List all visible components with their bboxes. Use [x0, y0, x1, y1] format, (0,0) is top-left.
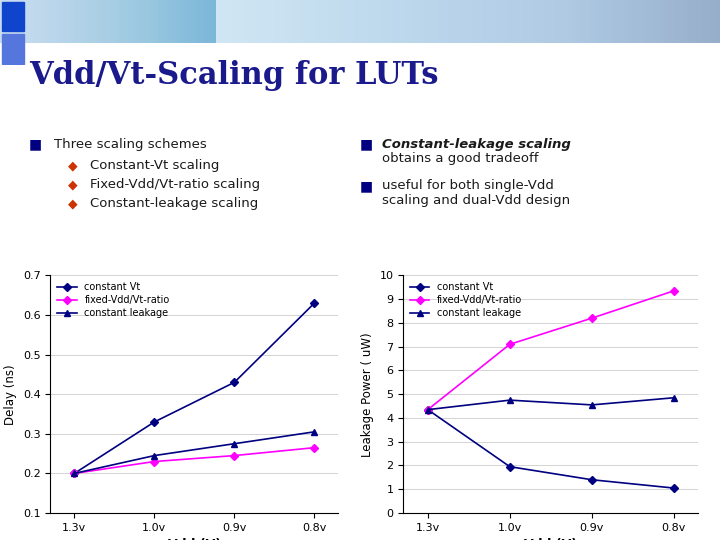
fixed-Vdd/Vt-ratio	[505, 341, 514, 348]
constant Vt	[505, 463, 514, 470]
Text: ◆: ◆	[68, 159, 78, 172]
X-axis label: Vdd (V): Vdd (V)	[524, 538, 577, 540]
constant leakage	[423, 407, 432, 413]
Text: Fixed-Vdd/Vt-ratio scaling: Fixed-Vdd/Vt-ratio scaling	[90, 178, 260, 191]
Line: constant Vt: constant Vt	[425, 407, 677, 491]
Line: constant leakage: constant leakage	[424, 394, 678, 413]
constant leakage	[505, 397, 514, 403]
constant Vt	[670, 485, 678, 491]
Text: ■: ■	[360, 179, 373, 193]
Text: Constant-leakage scaling: Constant-leakage scaling	[90, 197, 258, 210]
constant leakage	[588, 402, 596, 408]
Legend: constant Vt, fixed-Vdd/Vt-ratio, constant leakage: constant Vt, fixed-Vdd/Vt-ratio, constan…	[408, 280, 524, 320]
Y-axis label: Leakage Power ( uW): Leakage Power ( uW)	[361, 332, 374, 456]
constant leakage	[230, 441, 239, 447]
Text: scaling and dual-Vdd design: scaling and dual-Vdd design	[382, 194, 570, 207]
Bar	[2, 2, 24, 31]
Line: fixed-Vdd/Vt-ratio: fixed-Vdd/Vt-ratio	[71, 445, 318, 476]
Line: fixed-Vdd/Vt-ratio: fixed-Vdd/Vt-ratio	[425, 288, 677, 413]
fixed-Vdd/Vt-ratio	[588, 315, 596, 321]
Legend: constant Vt, fixed-Vdd/Vt-ratio, constant leakage: constant Vt, fixed-Vdd/Vt-ratio, constan…	[55, 280, 171, 320]
Line: constant leakage: constant leakage	[71, 428, 318, 477]
Text: obtains a good tradeoff: obtains a good tradeoff	[382, 152, 538, 165]
Text: Constant-leakage scaling: Constant-leakage scaling	[382, 138, 570, 151]
fixed-Vdd/Vt-ratio	[310, 444, 319, 451]
fixed-Vdd/Vt-ratio	[150, 458, 158, 465]
constant Vt	[423, 407, 432, 413]
Text: ◆: ◆	[68, 178, 78, 191]
constant leakage	[310, 429, 319, 435]
constant Vt	[588, 476, 596, 483]
Y-axis label: Delay (ns): Delay (ns)	[4, 364, 17, 424]
Bar	[2, 35, 24, 64]
fixed-Vdd/Vt-ratio	[670, 288, 678, 294]
constant Vt	[70, 470, 78, 477]
constant leakage	[70, 470, 78, 477]
Text: ■: ■	[360, 138, 373, 152]
Text: Three scaling schemes: Three scaling schemes	[54, 138, 207, 151]
constant Vt	[310, 300, 319, 306]
fixed-Vdd/Vt-ratio	[70, 470, 78, 477]
constant leakage	[150, 453, 158, 459]
Line: constant Vt: constant Vt	[71, 300, 318, 476]
X-axis label: Vdd (V): Vdd (V)	[168, 538, 221, 540]
Text: Constant-Vt scaling: Constant-Vt scaling	[90, 159, 220, 172]
Text: useful for both single-Vdd: useful for both single-Vdd	[382, 179, 554, 192]
Text: ■: ■	[29, 138, 42, 152]
Text: ◆: ◆	[68, 197, 78, 210]
Text: Vdd/Vt-Scaling for LUTs: Vdd/Vt-Scaling for LUTs	[29, 60, 438, 91]
fixed-Vdd/Vt-ratio	[423, 407, 432, 413]
constant Vt	[230, 379, 239, 386]
constant Vt	[150, 418, 158, 425]
fixed-Vdd/Vt-ratio	[230, 453, 239, 459]
constant leakage	[670, 395, 678, 401]
